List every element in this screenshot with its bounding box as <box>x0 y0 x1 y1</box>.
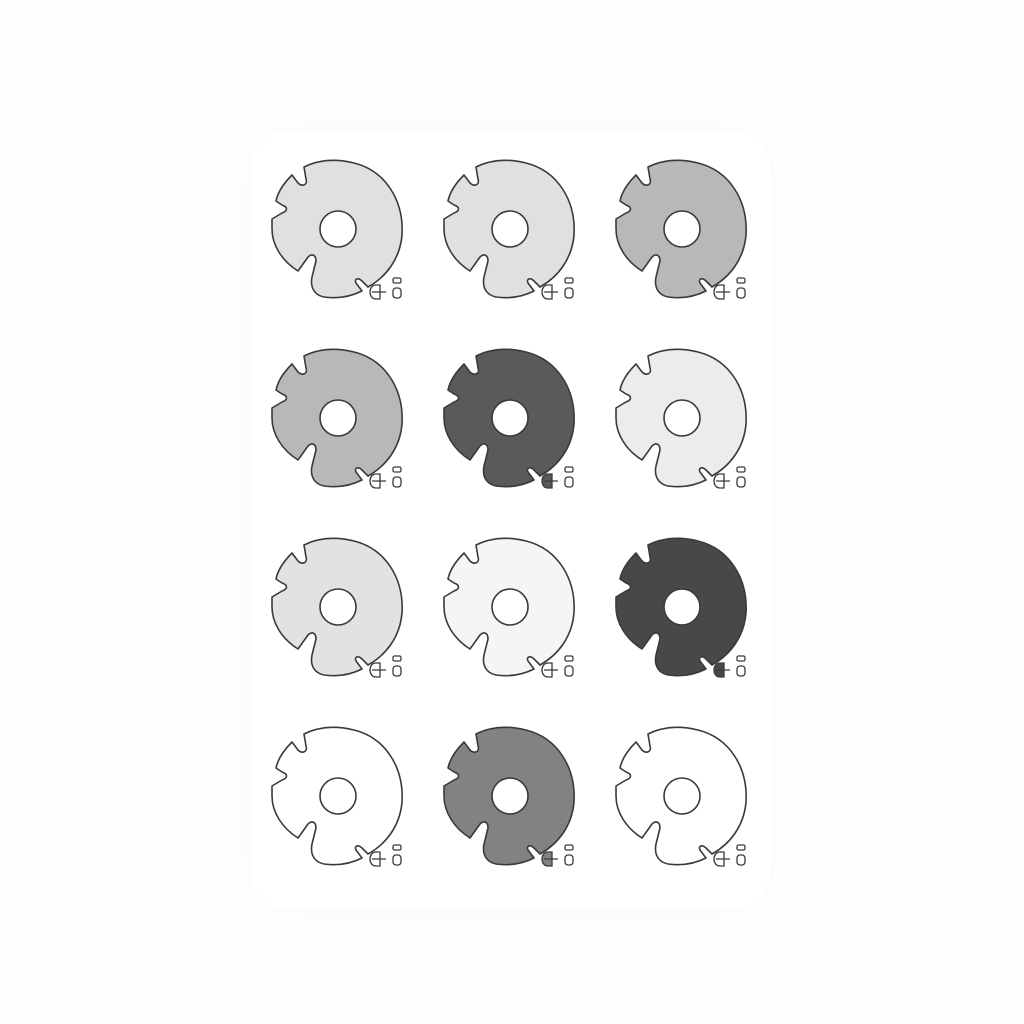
ring-hole <box>319 399 357 437</box>
ring-hole <box>491 399 529 437</box>
small-ring-glyph <box>736 476 746 488</box>
symbol-badge-icon <box>713 277 746 300</box>
icon-tile <box>258 149 418 309</box>
icon-tile <box>602 149 762 309</box>
ring-hole <box>319 210 357 248</box>
small-square-glyph <box>564 655 574 662</box>
ring-hole <box>491 777 529 815</box>
leaf-glyph <box>541 473 558 489</box>
rounded-notched-ring-icon <box>615 726 747 867</box>
rounded-notched-ring-icon <box>443 537 575 678</box>
symbol-badge-icon <box>713 655 746 678</box>
symbol-badge-icon <box>541 277 574 300</box>
small-ring-glyph <box>564 287 574 299</box>
leaf-glyph <box>713 662 730 678</box>
icon-tile <box>602 527 762 687</box>
icon-tile <box>430 527 590 687</box>
small-square-glyph <box>564 277 574 284</box>
symbol-badge-icon <box>541 844 574 867</box>
icon-tile <box>258 716 418 876</box>
small-ring-glyph <box>736 854 746 866</box>
rounded-notched-ring-icon <box>615 537 747 678</box>
small-ring-glyph <box>564 854 574 866</box>
icon-tile <box>602 338 762 498</box>
small-ring-glyph <box>392 665 402 677</box>
rounded-notched-ring-icon <box>443 159 575 300</box>
ring-hole <box>491 210 529 248</box>
small-square-glyph <box>736 466 746 473</box>
ring-hole <box>663 777 701 815</box>
rounded-notched-ring-icon <box>271 159 403 300</box>
symbol-badge-icon <box>369 655 402 678</box>
small-square-glyph <box>392 277 402 284</box>
ring-hole <box>663 588 701 626</box>
rounded-notched-ring-icon <box>443 726 575 867</box>
small-ring-glyph <box>736 287 746 299</box>
small-ring-glyph <box>564 665 574 677</box>
leaf-glyph <box>541 851 558 867</box>
leaf-glyph <box>713 284 730 300</box>
rounded-notched-ring-icon <box>615 159 747 300</box>
icon-tile <box>430 338 590 498</box>
symbol-badge-icon <box>369 466 402 489</box>
leaf-glyph <box>369 284 386 300</box>
symbol-badge-icon <box>713 466 746 489</box>
symbol-badge-icon <box>541 466 574 489</box>
small-square-glyph <box>392 655 402 662</box>
symbol-badge-icon <box>369 277 402 300</box>
small-ring-glyph <box>392 287 402 299</box>
leaf-glyph <box>713 473 730 489</box>
leaf-glyph <box>541 662 558 678</box>
small-square-glyph <box>392 844 402 851</box>
small-square-glyph <box>736 844 746 851</box>
small-ring-glyph <box>564 476 574 488</box>
leaf-glyph <box>369 662 386 678</box>
rounded-notched-ring-icon <box>271 348 403 489</box>
icon-tile <box>258 338 418 498</box>
icon-tile <box>258 527 418 687</box>
small-ring-glyph <box>392 854 402 866</box>
icon-tile <box>430 716 590 876</box>
symbol-badge-icon <box>369 844 402 867</box>
rounded-notched-ring-icon <box>615 348 747 489</box>
symbol-badge-icon <box>713 844 746 867</box>
small-ring-glyph <box>736 665 746 677</box>
rounded-notched-ring-icon <box>271 537 403 678</box>
ring-hole <box>663 399 701 437</box>
rounded-notched-ring-icon <box>443 348 575 489</box>
leaf-glyph <box>369 851 386 867</box>
ring-hole <box>319 588 357 626</box>
leaf-glyph <box>541 284 558 300</box>
ring-hole <box>663 210 701 248</box>
small-square-glyph <box>564 466 574 473</box>
rounded-notched-ring-icon <box>271 726 403 867</box>
small-square-glyph <box>564 844 574 851</box>
leaf-glyph <box>713 851 730 867</box>
ring-hole <box>319 777 357 815</box>
small-ring-glyph <box>392 476 402 488</box>
symbol-badge-icon <box>541 655 574 678</box>
ring-hole <box>491 588 529 626</box>
icon-tile <box>602 716 762 876</box>
leaf-glyph <box>369 473 386 489</box>
small-square-glyph <box>736 655 746 662</box>
icon-tile <box>430 149 590 309</box>
small-square-glyph <box>392 466 402 473</box>
small-square-glyph <box>736 277 746 284</box>
